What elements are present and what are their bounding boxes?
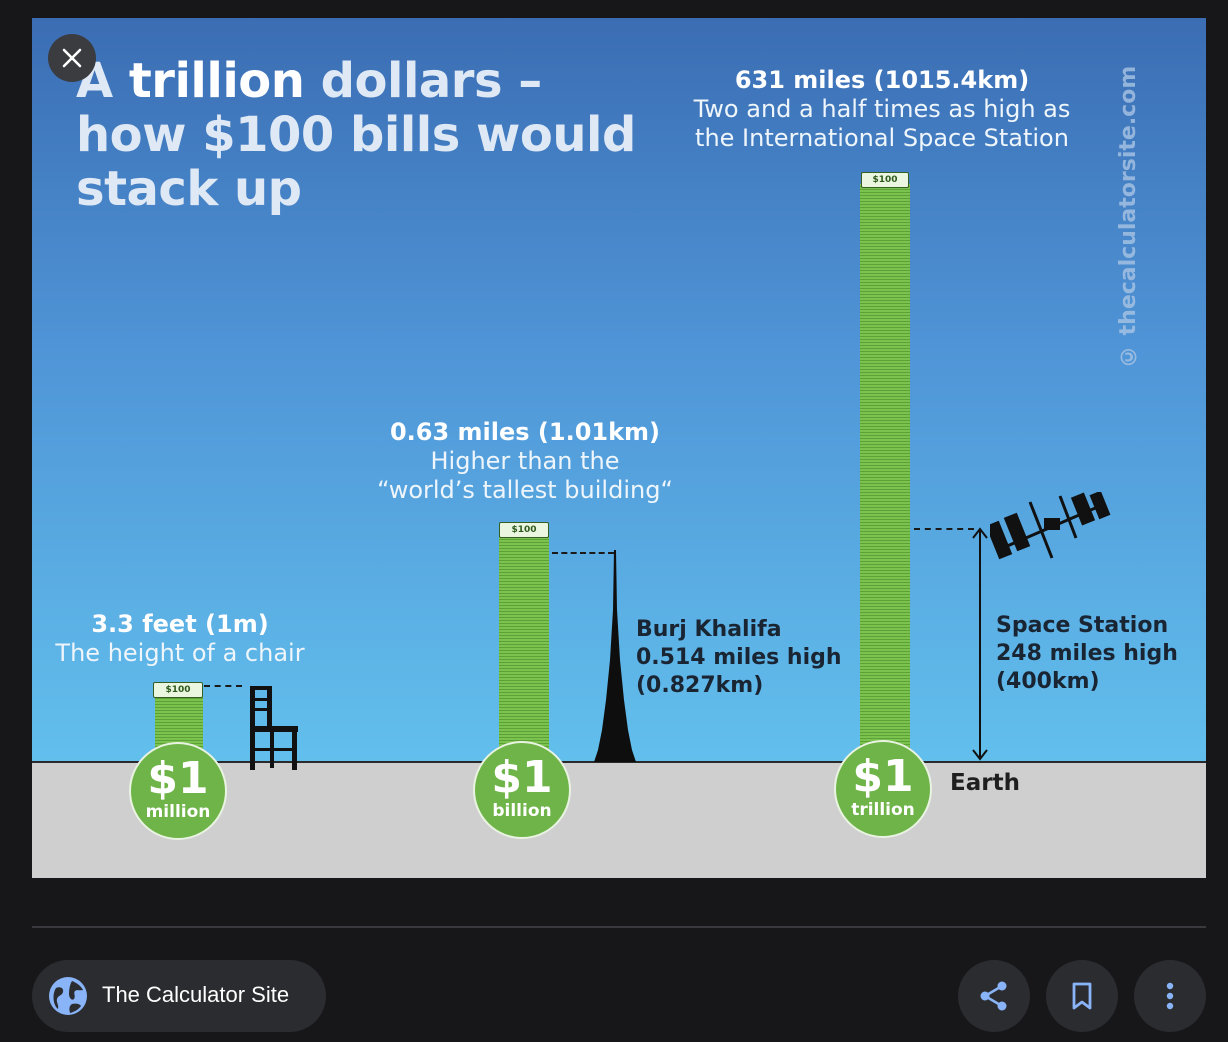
billion-stack bbox=[499, 534, 549, 761]
burj-line2: 0.514 miles high bbox=[636, 645, 842, 670]
iss-line2: 248 miles high bbox=[996, 641, 1178, 666]
million-coin-unit: million bbox=[145, 802, 211, 822]
source-link[interactable]: The Calculator Site bbox=[32, 960, 326, 1032]
trillion-coin-unit: trillion bbox=[851, 800, 915, 820]
trillion-height-label: 631 miles (1015.4km) bbox=[734, 66, 1030, 94]
globe-icon bbox=[49, 977, 87, 1015]
more-options-button[interactable] bbox=[1134, 960, 1206, 1032]
bookmark-icon bbox=[1072, 982, 1092, 1010]
million-comparison: The height of a chair bbox=[55, 639, 305, 667]
million-coin: $1 million bbox=[129, 742, 227, 840]
trillion-label: 631 miles (1015.4km) Two and a half time… bbox=[672, 66, 1092, 153]
million-coin-amount: $1 bbox=[147, 753, 209, 804]
infographic-image: A trillion dollars – how $100 bills woul… bbox=[32, 18, 1206, 878]
title-line1-bold: trillion bbox=[128, 53, 305, 109]
source-name: The Calculator Site bbox=[102, 982, 290, 1007]
ground bbox=[32, 761, 1206, 878]
burj-line1: Burj Khalifa bbox=[636, 617, 782, 642]
earth-label: Earth bbox=[950, 770, 1020, 796]
billion-bill-top: $100 bbox=[499, 522, 549, 538]
billion-coin: $1 billion bbox=[473, 741, 571, 839]
title-line2: how $100 bills would bbox=[76, 107, 636, 163]
trillion-comparison-line2: the International Space Station bbox=[695, 124, 1069, 152]
height-arrow-icon bbox=[972, 527, 988, 761]
billion-comparison-line1: Higher than the bbox=[430, 447, 620, 475]
title-line1-post: dollars – bbox=[304, 53, 543, 109]
trillion-coin: $1 trillion bbox=[834, 740, 932, 838]
trillion-comparison-line1: Two and a half times as high as bbox=[693, 95, 1071, 123]
share-icon bbox=[980, 981, 1007, 1011]
burj-khalifa-label: Burj Khalifa 0.514 miles high (0.827km) bbox=[636, 616, 856, 700]
save-button[interactable] bbox=[1046, 960, 1118, 1032]
trillion-bill-top: $100 bbox=[861, 172, 909, 188]
million-height-label: 3.3 feet (1m) bbox=[91, 610, 269, 638]
trillion-dashed-line bbox=[914, 528, 974, 530]
space-station-icon bbox=[990, 492, 1111, 560]
share-button[interactable] bbox=[958, 960, 1030, 1032]
iss-line3: (400km) bbox=[996, 669, 1100, 694]
more-vert-icon bbox=[1166, 982, 1174, 1010]
billion-comparison-line2: “world’s tallest building“ bbox=[377, 476, 673, 504]
sky-background bbox=[32, 18, 1206, 761]
infographic-title: A trillion dollars – how $100 bills woul… bbox=[76, 54, 636, 216]
iss-line1: Space Station bbox=[996, 613, 1169, 638]
billion-coin-amount: $1 bbox=[491, 752, 553, 803]
divider bbox=[32, 926, 1206, 928]
trillion-coin-amount: $1 bbox=[852, 751, 914, 802]
billion-dashed-line bbox=[552, 552, 614, 554]
watermark: © thecalculatorsite.com bbox=[1116, 65, 1141, 368]
billion-height-label: 0.63 miles (1.01km) bbox=[389, 418, 661, 446]
close-button[interactable] bbox=[48, 34, 96, 82]
billion-coin-unit: billion bbox=[492, 801, 552, 821]
billion-label: 0.63 miles (1.01km) Higher than the “wor… bbox=[360, 418, 690, 505]
burj-khalifa-icon bbox=[594, 550, 636, 762]
space-station-label: Space Station 248 miles high (400km) bbox=[996, 612, 1196, 696]
burj-line3: (0.827km) bbox=[636, 673, 764, 698]
close-icon bbox=[62, 48, 82, 68]
million-label: 3.3 feet (1m) The height of a chair bbox=[52, 610, 308, 668]
million-bill-top: $100 bbox=[153, 682, 203, 698]
million-dashed-line bbox=[204, 685, 242, 687]
chair-icon bbox=[250, 686, 298, 770]
title-line3: stack up bbox=[76, 161, 302, 217]
trillion-stack bbox=[860, 184, 910, 761]
